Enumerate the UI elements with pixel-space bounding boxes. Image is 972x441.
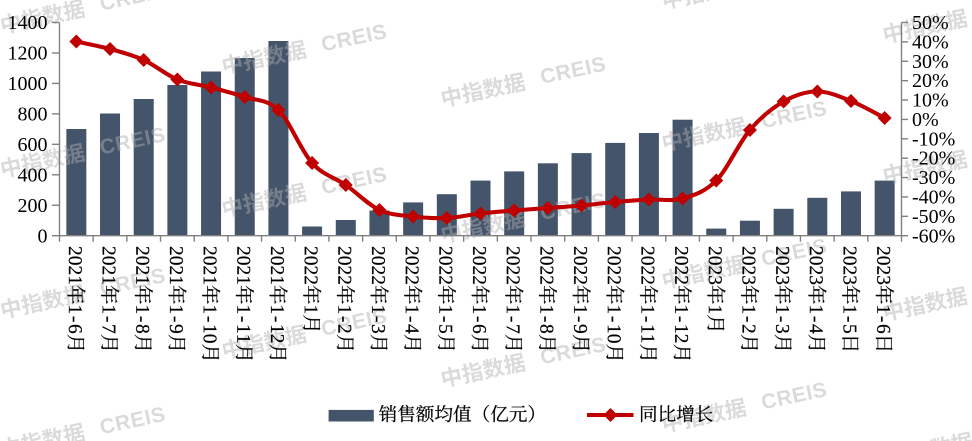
svg-text:50%: 50% (912, 12, 949, 34)
svg-text:-50%: -50% (912, 206, 955, 228)
svg-text:-30%: -30% (912, 167, 955, 189)
svg-text:20%: 20% (912, 70, 949, 92)
svg-text:1200: 1200 (8, 43, 48, 65)
svg-text:600: 600 (18, 134, 48, 156)
svg-text:1400: 1400 (8, 12, 48, 34)
svg-text:0: 0 (38, 225, 48, 247)
svg-text:0%: 0% (912, 109, 939, 131)
svg-text:200: 200 (18, 195, 48, 217)
svg-text:30%: 30% (912, 51, 949, 73)
svg-text:1000: 1000 (8, 73, 48, 95)
svg-text:-60%: -60% (912, 225, 955, 247)
svg-text:400: 400 (18, 164, 48, 186)
svg-text:40%: 40% (912, 31, 949, 53)
svg-text:-40%: -40% (912, 186, 955, 208)
svg-text:10%: 10% (912, 90, 949, 112)
svg-text:-20%: -20% (912, 148, 955, 170)
svg-text:800: 800 (18, 103, 48, 125)
svg-text:-10%: -10% (912, 128, 955, 150)
